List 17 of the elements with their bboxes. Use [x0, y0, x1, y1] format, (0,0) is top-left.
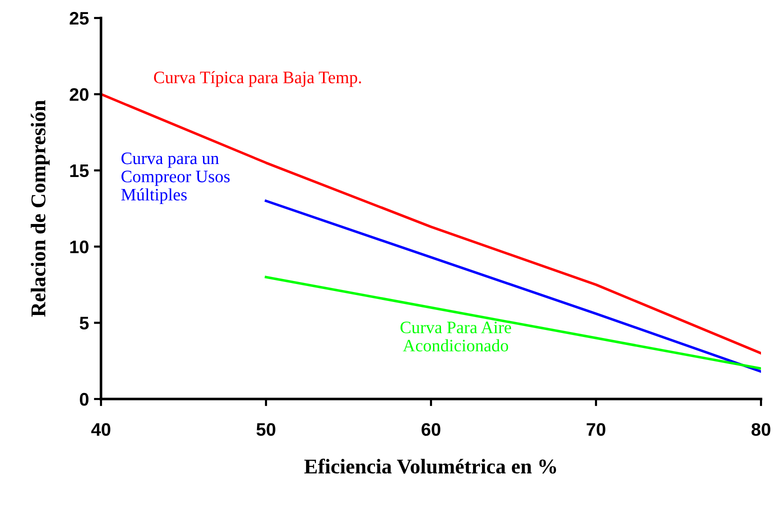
y-axis-title: Relacion de Compresión	[30, 100, 50, 317]
x-tick-label: 80	[752, 423, 770, 436]
y-tick-label: 10	[70, 240, 88, 254]
y-tick-label: 15	[70, 164, 89, 178]
y-tick-label: 5	[80, 316, 89, 330]
x-axis-title: Eficiencia Volumétrica en %	[304, 458, 556, 474]
x-tick-label: 60	[422, 423, 440, 436]
series-label: Curva Para Aire Acondicionado	[400, 322, 512, 352]
series-label: Curva Típica para Baja Temp.	[154, 71, 362, 87]
y-tick-label: 20	[70, 88, 88, 101]
x-tick-label: 70	[586, 423, 606, 436]
y-tick-label: 25	[70, 12, 89, 25]
text: Curva para un Compreor Usos Múltiples	[121, 152, 230, 204]
x-tick-label: 40	[91, 423, 110, 436]
x-tick-label: 50	[256, 423, 276, 436]
line-series	[101, 92, 761, 355]
y-tick-label: 0	[80, 392, 88, 406]
